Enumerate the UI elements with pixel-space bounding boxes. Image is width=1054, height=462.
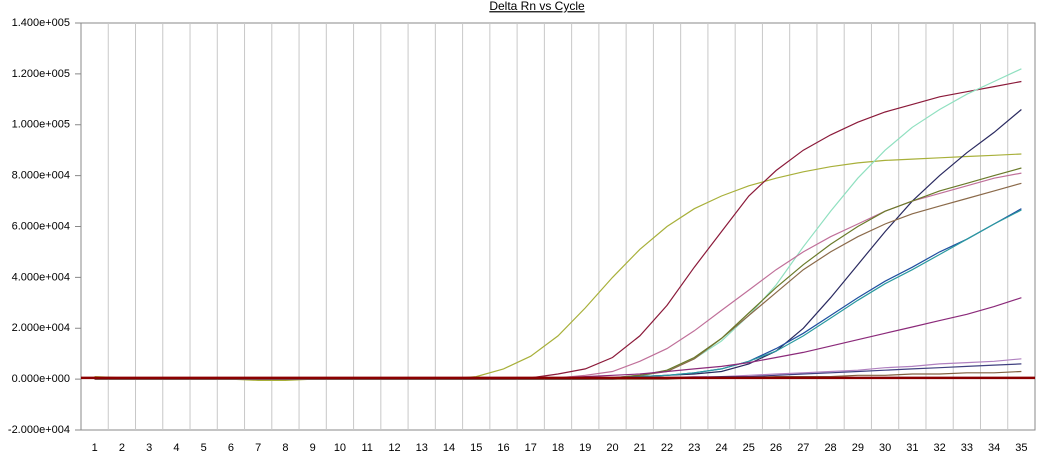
x-tick-label: 7 bbox=[255, 442, 261, 454]
x-tick-label: 35 bbox=[1015, 442, 1027, 454]
x-tick-label: 16 bbox=[497, 442, 509, 454]
x-tick-label: 30 bbox=[879, 442, 891, 454]
x-tick-label: 4 bbox=[173, 442, 179, 454]
x-tick-label: 21 bbox=[634, 442, 646, 454]
x-tick-label: 18 bbox=[552, 442, 564, 454]
x-tick-label: 22 bbox=[661, 442, 673, 454]
x-tick-label: 17 bbox=[525, 442, 537, 454]
y-tick-label: 1.400e+005 bbox=[12, 17, 70, 29]
x-tick-label: 33 bbox=[961, 442, 973, 454]
series-line bbox=[94, 153, 1022, 381]
y-tick-label: 2.000e+004 bbox=[12, 322, 70, 334]
x-tick-label: 14 bbox=[443, 442, 455, 454]
x-tick-label: 25 bbox=[743, 442, 755, 454]
y-tick-label: 8.000e+004 bbox=[12, 170, 70, 182]
x-tick-label: 2 bbox=[119, 442, 125, 454]
x-tick-label: 26 bbox=[770, 442, 782, 454]
y-tick-label: 0.000e+000 bbox=[12, 373, 70, 385]
x-tick-label: 15 bbox=[470, 442, 482, 454]
y-tick-label: -2.000e+004 bbox=[8, 424, 70, 436]
x-tick-label: 29 bbox=[852, 442, 864, 454]
y-tick-label: 1.200e+005 bbox=[12, 68, 70, 80]
x-tick-label: 5 bbox=[201, 442, 207, 454]
x-tick-label: 27 bbox=[797, 442, 809, 454]
x-tick-label: 6 bbox=[228, 442, 234, 454]
x-tick-label: 11 bbox=[361, 442, 372, 454]
x-tick-label: 31 bbox=[906, 442, 918, 454]
x-tick-label: 9 bbox=[310, 442, 316, 454]
x-tick-label: 23 bbox=[688, 442, 700, 454]
x-tick-label: 32 bbox=[933, 442, 945, 454]
y-tick-label: 4.000e+004 bbox=[12, 271, 70, 283]
x-tick-label: 1 bbox=[92, 442, 98, 454]
x-tick-label: 12 bbox=[388, 442, 400, 454]
x-tick-label: 8 bbox=[282, 442, 288, 454]
chart-title: Delta Rn vs Cycle bbox=[489, 0, 585, 13]
x-tick-label: 20 bbox=[606, 442, 618, 454]
y-tick-label: 6.000e+004 bbox=[12, 220, 70, 232]
plot-area bbox=[80, 22, 1036, 431]
x-tick-label: 24 bbox=[715, 442, 727, 454]
x-tick-label: 28 bbox=[824, 442, 836, 454]
x-tick-label: 19 bbox=[579, 442, 591, 454]
x-tick-label: 34 bbox=[988, 442, 1000, 454]
x-tick-label: 10 bbox=[334, 442, 346, 454]
y-tick-label: 1.000e+005 bbox=[12, 119, 70, 131]
x-tick-label: 3 bbox=[146, 442, 152, 454]
x-tick-label: 13 bbox=[416, 442, 428, 454]
